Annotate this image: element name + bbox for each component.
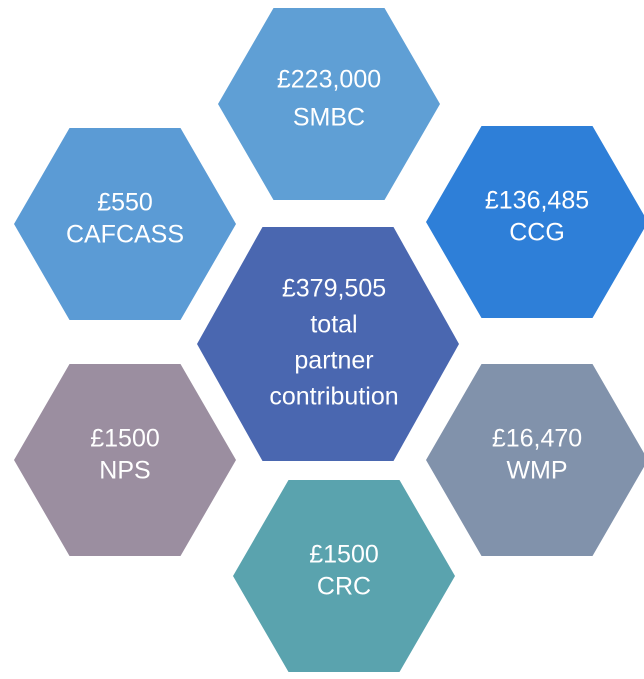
center-label: partner [294, 347, 373, 375]
hexagon [197, 227, 459, 461]
node-label: NPS [99, 457, 150, 485]
node-label: WMP [506, 457, 567, 485]
center-label: total [310, 311, 357, 339]
node-label: CAFCASS [66, 221, 184, 249]
node-amount: £136,485 [485, 187, 589, 215]
node-amount: £1500 [90, 425, 160, 453]
node-label: CCG [509, 219, 565, 247]
node-amount: £550 [97, 189, 153, 217]
node-label: SMBC [293, 104, 365, 132]
hexagon [233, 480, 455, 672]
hexagon [14, 128, 236, 320]
hexagon [14, 364, 236, 556]
hexagon [426, 126, 644, 318]
hexagon [426, 364, 644, 556]
node-label: CRC [317, 573, 371, 601]
node-amount: £223,000 [277, 66, 381, 94]
center-label: contribution [269, 383, 398, 411]
hexagon [218, 8, 440, 200]
node-amount: £16,470 [492, 425, 582, 453]
center-amount: £379,505 [282, 275, 386, 303]
node-amount: £1500 [309, 541, 379, 569]
